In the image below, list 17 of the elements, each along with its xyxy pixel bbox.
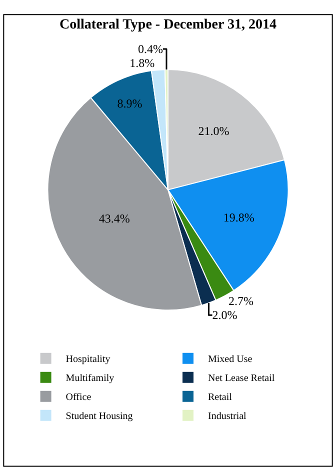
data-label: 21.0%	[198, 124, 230, 138]
legend-label: Retail	[208, 392, 232, 404]
legend-label: Net Lease Retail	[208, 373, 275, 384]
legend-label: Mixed Use	[208, 354, 253, 366]
data-label: 43.4%	[98, 211, 130, 226]
legend-label: Industrial	[208, 411, 247, 422]
data-label: 1.8%	[130, 56, 155, 70]
data-label: 0.4%	[138, 42, 163, 56]
data-label: 19.8%	[223, 210, 254, 224]
data-label: 8.9%	[117, 96, 142, 111]
data-label: 2.7%	[228, 294, 254, 308]
chart-title: Collateral Type - December 31, 2014	[60, 18, 276, 33]
data-label: 2.0%	[212, 308, 238, 322]
legend-label: Office	[66, 392, 92, 404]
legend-label: Multifamily	[66, 373, 114, 384]
legend-label: Hospitality	[66, 354, 110, 366]
legend-label: Student Housing	[66, 411, 133, 422]
